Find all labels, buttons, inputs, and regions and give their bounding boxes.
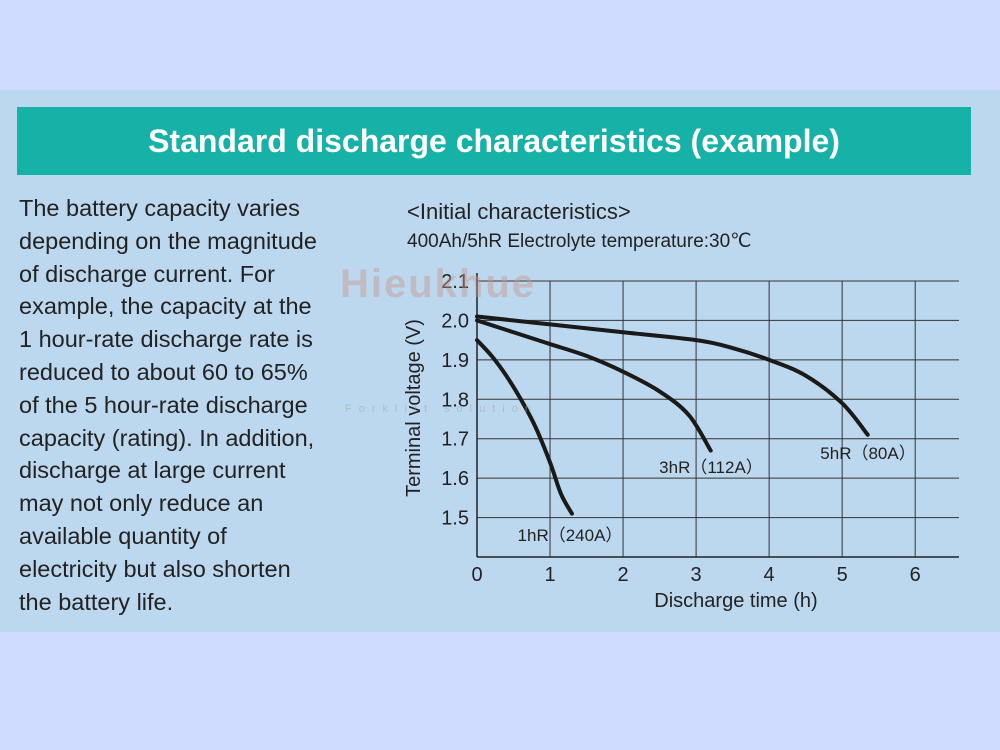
description-line: example, the capacity at the [19, 293, 312, 320]
x-tick-label: 3 [691, 564, 702, 586]
chart-conditions: 400Ah/5hR Electrolyte temperature:30℃ [407, 231, 752, 252]
description-line: electricity but also shorten [19, 555, 291, 582]
y-tick-label: 2.0 [441, 310, 469, 332]
content-panel: Standard discharge characteristics (exam… [0, 90, 1000, 632]
description-line: capacity (rating). In addition, [19, 424, 315, 451]
description-line: available quantity of [19, 522, 227, 549]
y-tick-label: 1.5 [441, 508, 469, 530]
description-line: reduced to about 60 to 65% [19, 358, 308, 385]
watermark-tagline: Forklift solution [345, 403, 538, 415]
description-text: The battery capacity varies depending on… [19, 192, 364, 618]
x-tick-label: 4 [764, 564, 775, 586]
x-tick-label: 0 [471, 564, 482, 586]
description-line: The battery capacity varies [19, 195, 300, 221]
series-line [475, 318, 713, 453]
description-line: the battery life. [19, 588, 174, 615]
description-line: depending on the magnitude [19, 227, 317, 254]
watermark-brand: Hieukhue [340, 262, 537, 306]
x-tick-label: 1 [544, 564, 555, 586]
series-label: 5hR（80A） [820, 444, 915, 463]
x-tick-label: 5 [837, 564, 848, 586]
description-line: of the 5 hour-rate discharge [19, 391, 308, 418]
description-line: 1 hour-rate discharge rate is [19, 326, 313, 353]
x-axis-label: Discharge time (h) [654, 590, 817, 612]
chart-subtitle: <Initial characteristics> [407, 199, 631, 224]
y-tick-label: 2.1 [441, 271, 469, 293]
series-label: 3hR（112A） [659, 458, 763, 477]
description-line: discharge at large current [19, 457, 286, 484]
title-banner: Standard discharge characteristics (exam… [17, 107, 971, 175]
y-tick-label: 1.8 [441, 389, 469, 411]
y-axis-label: Terminal voltage (V) [403, 319, 425, 497]
page-title: Standard discharge characteristics (exam… [148, 122, 840, 159]
x-tick-label: 6 [910, 564, 921, 586]
description-line: of discharge current. For [19, 260, 275, 287]
y-tick-label: 1.6 [441, 468, 469, 490]
series-line [475, 338, 574, 516]
x-tick-label: 2 [617, 564, 628, 586]
y-tick-label: 1.9 [441, 350, 469, 372]
series-label: 1hR（240A） [518, 526, 623, 545]
series-line [475, 314, 870, 437]
description-line: may not only reduce an [19, 490, 264, 517]
y-tick-label: 1.7 [441, 429, 469, 451]
